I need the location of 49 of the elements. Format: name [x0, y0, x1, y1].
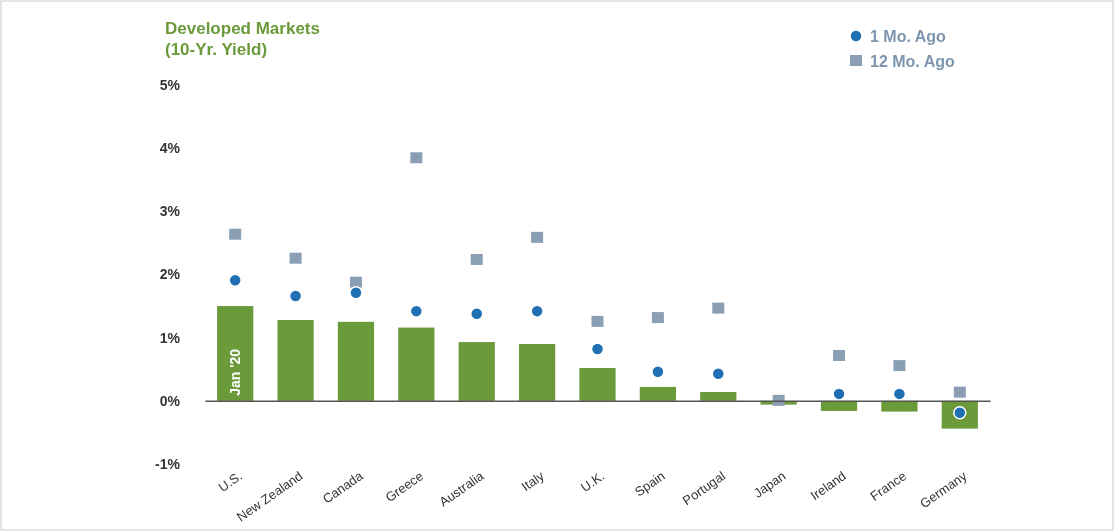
point: [651, 312, 664, 324]
point: [591, 315, 604, 327]
y-tick-label: 2%: [159, 266, 181, 283]
point: [772, 394, 785, 406]
point: [470, 253, 483, 265]
point: [712, 302, 725, 314]
point: [651, 365, 665, 379]
point: [229, 228, 242, 240]
bar: [639, 386, 676, 401]
point: [349, 276, 362, 288]
bar: [519, 343, 556, 401]
y-tick-label: 4%: [159, 140, 181, 157]
legend-label: 12 Mo. Ago: [870, 53, 955, 70]
x-tick-label: Italy: [518, 467, 548, 495]
point: [833, 349, 846, 361]
point: [530, 304, 544, 318]
point: [469, 306, 484, 321]
point: [893, 360, 906, 372]
point: [409, 304, 424, 318]
legend-label: 1 Mo. Ago: [870, 28, 947, 45]
bar: [820, 400, 858, 411]
y-tick-label: -1%: [155, 455, 181, 472]
point: [711, 366, 726, 381]
point: [289, 252, 302, 264]
annotation: Jan '20: [227, 348, 244, 396]
y-tick-label: 3%: [159, 203, 181, 220]
bar: [579, 367, 616, 401]
y-tick-label: 1%: [159, 329, 181, 346]
bar: [398, 327, 435, 401]
bar: [277, 319, 314, 401]
point: [590, 342, 605, 356]
point: [832, 387, 846, 401]
chart-title: Developed Markets (10-Yr. Yield): [165, 19, 320, 59]
point: [228, 273, 242, 287]
point: [892, 387, 907, 401]
y-tick-label: 5%: [159, 76, 181, 93]
point: [410, 152, 423, 164]
x-tick-label: U.S.: [215, 468, 245, 495]
bar: [881, 400, 918, 412]
point: [288, 289, 303, 303]
y-tick-label: 0%: [159, 392, 181, 409]
bar: [458, 342, 495, 401]
point: [349, 286, 363, 300]
bar: [700, 391, 737, 401]
point: [531, 231, 544, 243]
bar: [217, 306, 254, 401]
bar: [337, 321, 375, 401]
x-tick-label: U.K.: [577, 468, 608, 495]
point: [953, 386, 966, 398]
